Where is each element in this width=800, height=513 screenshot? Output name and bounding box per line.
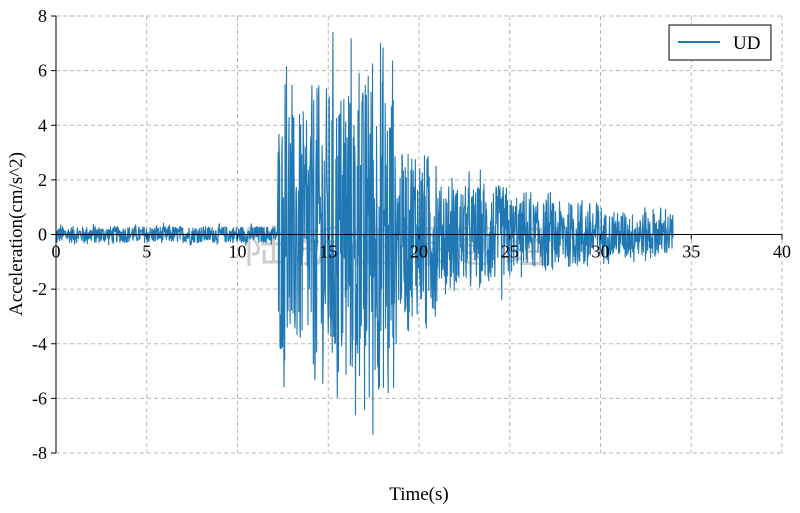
y-tick-label: 0 xyxy=(38,225,47,245)
x-axis-label: Time(s) xyxy=(389,484,448,505)
x-tick-label: 15 xyxy=(319,242,337,262)
legend: UD xyxy=(668,24,772,61)
x-tick-label: 25 xyxy=(501,242,519,262)
series-layer xyxy=(55,31,674,436)
x-tick-label: 5 xyxy=(142,242,151,262)
x-tick-label: 20 xyxy=(410,242,428,262)
x-tick-label: 40 xyxy=(773,242,791,262)
x-tick-label: 30 xyxy=(592,242,610,262)
x-tick-label: 35 xyxy=(682,242,700,262)
y-tick-label: -8 xyxy=(32,443,47,463)
y-tick-label: -4 xyxy=(32,334,47,354)
y-tick-label: 2 xyxy=(38,170,47,190)
x-tick-label: 0 xyxy=(52,242,61,262)
legend-label-ud: UD xyxy=(733,33,760,54)
y-tick-label: 4 xyxy=(38,115,47,135)
axes xyxy=(51,15,783,454)
y-axis-label: Acceleration(cm/s^2) xyxy=(6,152,27,316)
y-tick-label: 8 xyxy=(38,6,47,26)
y-tick-label: 6 xyxy=(38,61,47,81)
y-tick-label: -2 xyxy=(32,279,47,299)
x-tick-label: 10 xyxy=(229,242,247,262)
y-tick-label: -6 xyxy=(32,388,47,408)
series-ud-line xyxy=(55,31,674,436)
